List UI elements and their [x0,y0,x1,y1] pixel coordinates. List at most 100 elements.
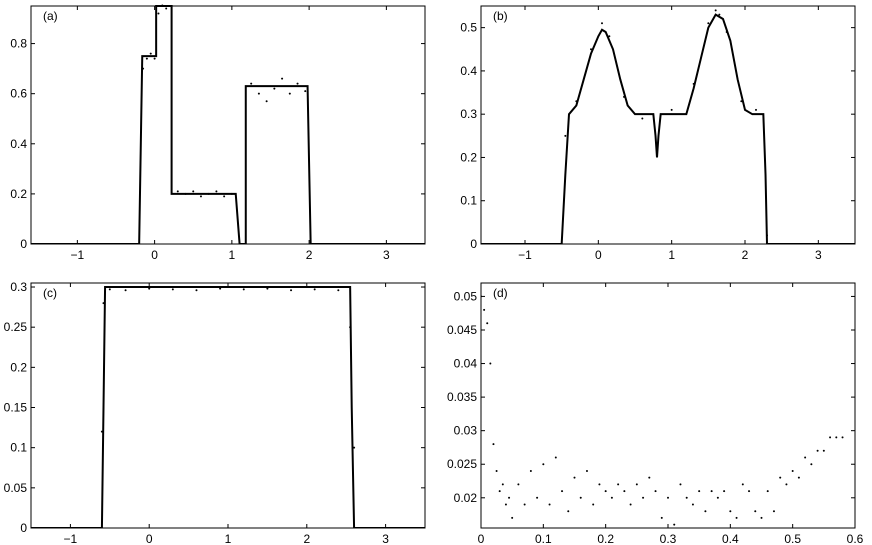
data-point [511,516,514,519]
y-tick-label: 0.04 [454,357,478,371]
data-point [273,87,276,90]
series-dots-0 [481,295,844,526]
data-point [242,288,245,291]
data-point [772,510,775,513]
data-point [816,449,819,452]
x-tick-label: 0 [595,248,602,262]
data-point [725,30,728,33]
x-tick-label: −1 [71,248,85,262]
data-point [102,302,105,305]
data-point [723,490,726,493]
data-point [797,476,800,479]
data-point [153,57,156,60]
data-point [741,483,744,486]
data-point [304,90,307,93]
panel-label: (b) [493,9,508,23]
x-tick-label: 1 [229,248,236,262]
y-tick-label: 0.03 [454,424,478,438]
data-point [142,67,145,70]
y-tick-label: 0.6 [10,87,27,101]
data-point [707,22,710,25]
y-tick-label: 0 [20,521,27,535]
x-tick-label: 1 [668,248,675,262]
data-point [592,503,595,506]
x-tick-label: 2 [303,532,310,545]
data-point [161,4,164,5]
data-point [617,483,620,486]
data-point [149,52,152,55]
data-point [171,288,174,291]
data-point [165,7,168,10]
y-tick-label: 0.5 [460,21,477,35]
data-point [716,496,719,499]
y-tick-label: 0.2 [460,150,477,164]
data-point [660,516,663,519]
data-point [489,362,492,365]
data-point [548,503,551,506]
data-point [785,483,788,486]
data-point [791,469,794,472]
data-point [641,117,644,120]
y-tick-label: 0.3 [10,280,27,294]
y-tick-label: 0.02 [454,491,478,505]
axes-frame [30,5,426,245]
data-point [729,510,732,513]
data-point [561,490,564,493]
data-point [654,490,657,493]
data-point [685,496,688,499]
data-point [579,496,582,499]
y-tick-label: 0.4 [460,64,477,78]
data-point [353,446,356,449]
data-point [604,490,607,493]
data-point [108,288,111,291]
y-tick-label: 0.8 [10,37,27,51]
data-point [337,289,340,292]
y-tick-label: 0.025 [447,457,477,471]
series-line-0 [31,286,425,528]
data-point [250,82,253,85]
data-point [192,190,195,193]
axes-frame [480,5,856,245]
data-point [554,456,557,459]
series-line-0 [481,13,855,244]
data-point [575,100,578,103]
data-point [648,476,651,479]
data-point [835,436,838,439]
x-tick-label: 0.5 [784,532,801,545]
data-point [710,490,713,493]
data-point [523,503,526,506]
data-point [841,436,844,439]
data-point [266,287,269,290]
data-point [573,476,576,479]
panel-label: (a) [43,9,58,23]
data-point [542,463,545,466]
data-point [486,322,489,325]
data-point [608,35,611,38]
data-point [673,523,676,526]
data-point [219,287,222,290]
y-tick-label: 0.4 [10,137,27,151]
data-point [176,190,179,193]
data-point [288,92,291,95]
x-tick-label: 2 [306,248,313,262]
y-tick-label: 0.05 [454,289,478,303]
data-point [483,308,486,311]
data-point [623,95,625,98]
data-point [148,287,151,290]
data-point [766,490,769,493]
y-tick-label: 0 [20,237,27,251]
data-point [99,527,102,528]
data-point [501,483,504,486]
data-point [590,48,592,51]
data-point [829,436,832,439]
data-point [504,503,507,506]
data-point [667,496,669,499]
data-point [215,190,218,193]
data-point [313,288,316,291]
x-tick-label: 0.2 [597,532,614,545]
data-point [257,92,260,95]
x-tick-label: 1 [225,532,232,545]
series-line-0 [31,5,425,244]
series-dots-1 [564,9,768,237]
